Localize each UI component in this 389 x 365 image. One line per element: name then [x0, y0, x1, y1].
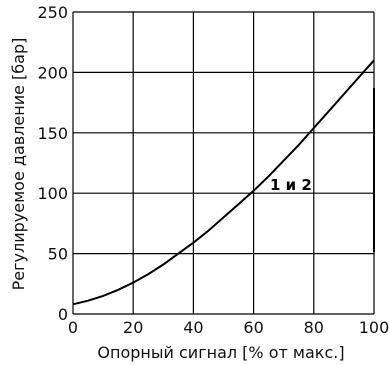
series-group — [72, 59, 375, 306]
y-tick-label: 50 — [48, 245, 68, 264]
series-line — [72, 59, 375, 306]
y-tick-label: 100 — [37, 184, 68, 203]
y-tick-label: 0 — [58, 305, 68, 324]
x-tick-label: 80 — [304, 318, 324, 337]
y-tick-label: 200 — [37, 63, 68, 82]
curve-annotation: 1 и 2 — [270, 176, 312, 194]
x-tick-label: 40 — [183, 318, 203, 337]
grid — [72, 11, 375, 315]
x-tick-label: 20 — [123, 318, 143, 337]
tick-labels: 0 20 40 60 80 100 0 50 100 150 200 250 — [37, 3, 389, 337]
x-tick-label: 60 — [243, 318, 263, 337]
y-tick-label: 150 — [37, 124, 68, 143]
y-tick-label: 250 — [37, 3, 68, 22]
x-tick-label: 100 — [359, 318, 389, 337]
x-axis-label: Опорный сигнал [% от макс.] — [97, 343, 344, 362]
x-tick-label: 0 — [68, 318, 78, 337]
y-axis-label: Регулируемое давление [бар] — [9, 38, 28, 291]
